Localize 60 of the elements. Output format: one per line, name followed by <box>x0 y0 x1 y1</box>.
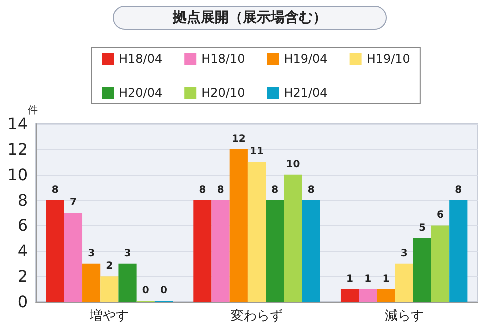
data-label: 3 <box>88 248 96 260</box>
x-tick-label: 変わらず <box>231 308 283 324</box>
bar <box>302 200 320 302</box>
y-tick-label: 8 <box>18 190 28 210</box>
data-label: 8 <box>199 184 206 196</box>
y-axis-title: 件 <box>28 106 38 116</box>
data-label: 5 <box>418 222 426 234</box>
data-label: 7 <box>70 198 77 208</box>
chart-title: 拠点展開（展示場含む） <box>172 10 327 26</box>
data-label: 10 <box>286 159 300 170</box>
data-label: 1 <box>364 274 372 285</box>
data-label: 0 <box>160 286 168 296</box>
bar <box>248 162 266 302</box>
legend-label: H21/04 <box>284 86 328 100</box>
y-tick-label: 10 <box>8 165 28 184</box>
data-label: 0 <box>142 286 150 296</box>
data-label: 1 <box>382 274 390 285</box>
legend-label: H18/04 <box>119 52 163 66</box>
bar <box>194 200 212 302</box>
y-tick-label: 2 <box>18 267 28 286</box>
bar <box>377 289 396 302</box>
bar <box>230 149 248 302</box>
bar <box>431 226 450 302</box>
data-label: 12 <box>232 134 246 145</box>
data-label: 8 <box>308 184 315 196</box>
x-tick-label: 減らす <box>384 309 424 324</box>
legend-label: H18/10 <box>202 52 246 66</box>
bar <box>82 264 101 302</box>
data-label: 2 <box>106 261 114 272</box>
y-tick-label: 0 <box>18 292 28 312</box>
bar <box>450 200 468 302</box>
y-tick-label: 4 <box>18 242 28 261</box>
y-tick-label: 14 <box>8 114 28 134</box>
bar <box>284 174 302 302</box>
data-label: 8 <box>217 184 224 196</box>
bar <box>359 289 378 302</box>
data-label: 8 <box>272 184 279 196</box>
data-label: 6 <box>437 210 444 222</box>
bar <box>64 213 83 302</box>
data-label: 8 <box>52 184 59 196</box>
bar <box>395 264 414 302</box>
bar <box>340 289 360 302</box>
data-label: 3 <box>400 248 408 260</box>
bar <box>212 200 230 302</box>
bar <box>266 200 284 302</box>
data-label: 11 <box>250 146 264 158</box>
legend-label: H19/10 <box>366 52 410 66</box>
bar <box>413 238 432 302</box>
data-label: 3 <box>124 248 132 260</box>
data-label: 8 <box>455 184 462 196</box>
bar <box>118 264 137 302</box>
y-tick-label: 6 <box>18 216 28 236</box>
legend-label: H20/10 <box>202 86 246 100</box>
y-tick-label: 12 <box>8 140 28 159</box>
x-tick-label: 増やす <box>89 308 130 324</box>
data-label: 1 <box>346 274 354 285</box>
legend-label: H19/04 <box>284 52 328 66</box>
bar <box>46 200 64 302</box>
legend-label: H20/04 <box>119 86 163 100</box>
bar <box>100 276 119 302</box>
